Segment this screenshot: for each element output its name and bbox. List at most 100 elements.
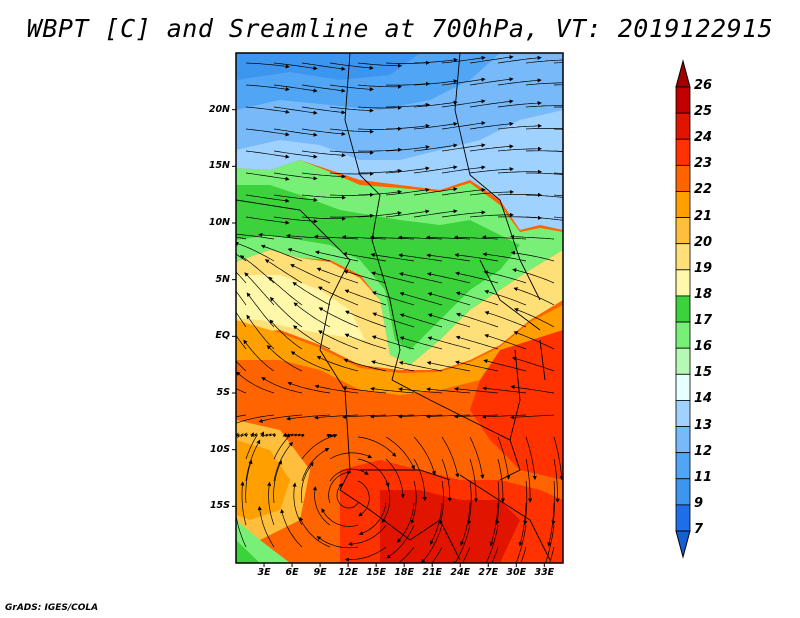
streamline <box>497 78 542 86</box>
streamline <box>399 336 443 350</box>
streamline <box>545 524 555 563</box>
streamline <box>469 77 514 86</box>
streamline <box>525 436 537 481</box>
streamline <box>370 252 415 262</box>
colorbar-swatch <box>675 112 691 140</box>
streamline <box>299 516 331 548</box>
streamline <box>553 436 563 481</box>
streamline <box>525 59 563 64</box>
streamline <box>245 172 290 181</box>
wbpt-field <box>236 53 563 563</box>
streamline <box>484 289 527 306</box>
colorbar-swatch <box>675 400 691 427</box>
colorbar-swatch <box>675 295 691 323</box>
streamline <box>497 101 542 108</box>
lat-label: EQ <box>215 330 230 342</box>
streamline <box>273 106 318 115</box>
axis-ticks <box>232 109 545 567</box>
colorbar-label: 20 <box>694 234 713 250</box>
streamline <box>525 82 563 86</box>
streamline <box>553 62 563 64</box>
streamline <box>520 546 527 563</box>
streamline <box>273 128 318 137</box>
streamline <box>264 259 303 284</box>
streamline <box>526 172 563 175</box>
streamline <box>357 211 402 218</box>
lat-label: 15N <box>208 160 230 172</box>
streamline <box>453 235 499 240</box>
streamline <box>328 470 352 504</box>
lon-label: 12E <box>338 567 358 578</box>
lon-label: 6E <box>285 567 299 578</box>
streamline <box>399 272 443 284</box>
streamline <box>236 271 247 284</box>
streamline <box>426 272 471 284</box>
lat-label: 10N <box>208 217 230 228</box>
streamline <box>385 123 430 130</box>
colorbar-label: 12 <box>694 443 713 459</box>
streamline <box>236 241 275 262</box>
colorbar-swatch <box>675 373 691 401</box>
streamline <box>413 121 458 130</box>
streamline <box>344 289 387 306</box>
streamline <box>426 360 471 372</box>
streamline <box>467 480 472 525</box>
streamline <box>341 414 387 419</box>
streamline <box>301 62 346 71</box>
streamline <box>525 194 563 198</box>
streamline <box>454 253 499 262</box>
streamline <box>425 414 471 419</box>
streamline <box>455 312 499 328</box>
streamline <box>514 524 527 563</box>
streamline <box>426 387 471 394</box>
streamline <box>525 458 533 503</box>
streamline <box>425 235 471 240</box>
streamline <box>273 216 318 224</box>
streamline <box>236 311 247 328</box>
streamline <box>469 436 485 479</box>
streamline <box>285 433 305 438</box>
streamline <box>553 194 563 197</box>
streamline <box>426 253 471 262</box>
streamline <box>421 524 443 563</box>
streamline <box>329 84 374 92</box>
streamline <box>314 384 359 394</box>
streamline <box>316 536 359 549</box>
streamline <box>413 100 458 108</box>
streamline <box>316 267 359 284</box>
streamline <box>286 414 331 421</box>
streamline <box>469 99 514 108</box>
streamline <box>246 314 275 350</box>
streamline <box>357 105 403 110</box>
streamline <box>273 84 318 93</box>
streamline <box>385 187 430 196</box>
streamline <box>429 502 443 545</box>
streamline <box>553 458 560 503</box>
streamline <box>547 502 555 547</box>
streamline <box>342 251 387 262</box>
streamline <box>236 290 247 306</box>
streamline <box>483 270 527 284</box>
streamline <box>244 272 275 306</box>
colorbar-label: 7 <box>694 522 704 537</box>
streamline <box>369 414 415 419</box>
streamline <box>370 386 415 394</box>
streamline <box>236 233 275 240</box>
streamline <box>460 502 471 546</box>
streamline <box>245 150 290 159</box>
streamline <box>292 282 331 306</box>
streamline <box>469 121 514 130</box>
streamline <box>371 271 415 284</box>
streamline <box>329 150 374 155</box>
streamline <box>513 287 555 306</box>
streamline <box>386 524 415 559</box>
streamline <box>343 270 387 284</box>
colorbar-label: 13 <box>694 417 713 433</box>
streamline <box>512 268 555 284</box>
colorbar-swatch <box>675 321 691 349</box>
streamline <box>342 385 387 394</box>
streamline <box>497 436 511 480</box>
grads-credit: GrADS: IGES/COLA <box>5 603 99 613</box>
streamline <box>385 458 405 499</box>
